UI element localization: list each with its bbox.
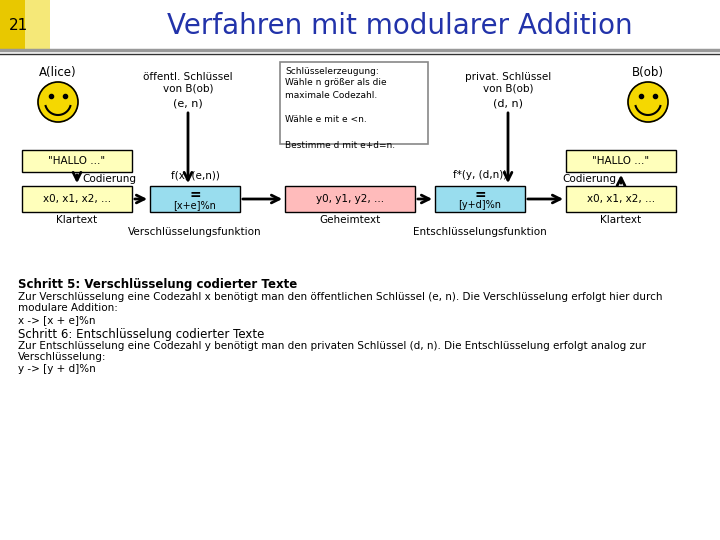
Text: Codierung: Codierung (82, 174, 136, 184)
Text: Codierung: Codierung (562, 174, 616, 184)
Text: y0, y1, y2, ...: y0, y1, y2, ... (316, 194, 384, 204)
Text: Geheimtext: Geheimtext (320, 215, 381, 225)
Text: y -> [y + d]%n: y -> [y + d]%n (18, 364, 96, 374)
FancyBboxPatch shape (150, 186, 240, 212)
Text: Schlüsselerzeugung:: Schlüsselerzeugung: (285, 67, 379, 76)
FancyBboxPatch shape (566, 150, 676, 172)
FancyBboxPatch shape (0, 0, 50, 50)
Text: Klartext: Klartext (56, 215, 98, 225)
Text: Wähle n größer als die
maximale Codezahl.

Wähle e mit e <n.

Bestimme d mit e+d: Wähle n größer als die maximale Codezahl… (285, 78, 395, 150)
FancyBboxPatch shape (435, 186, 525, 212)
Text: Entschlüsselungsfunktion: Entschlüsselungsfunktion (413, 227, 547, 237)
FancyBboxPatch shape (566, 186, 676, 212)
Text: "HALLO ...": "HALLO ..." (48, 156, 106, 166)
Text: privat. Schlüssel
von B(ob): privat. Schlüssel von B(ob) (465, 72, 551, 93)
Text: x -> [x + e]%n: x -> [x + e]%n (18, 315, 96, 325)
Text: Schritt 5: Verschlüsselung codierter Texte: Schritt 5: Verschlüsselung codierter Tex… (18, 278, 297, 291)
Text: Verschlüsselung:: Verschlüsselung: (18, 352, 107, 362)
FancyBboxPatch shape (22, 186, 132, 212)
FancyBboxPatch shape (280, 62, 428, 144)
Text: 21: 21 (9, 17, 27, 32)
Text: B(ob): B(ob) (632, 66, 664, 79)
Text: Verfahren mit modularer Addition: Verfahren mit modularer Addition (167, 12, 633, 40)
Text: Verschlüsselungsfunktion: Verschlüsselungsfunktion (128, 227, 262, 237)
FancyBboxPatch shape (22, 150, 132, 172)
Circle shape (628, 82, 668, 122)
Text: =: = (474, 188, 486, 202)
Text: Schritt 6: Entschlüsselung codierter Texte: Schritt 6: Entschlüsselung codierter Tex… (18, 328, 264, 341)
Text: x0, x1, x2, ...: x0, x1, x2, ... (587, 194, 655, 204)
Text: f(x, (e,n)): f(x, (e,n)) (171, 170, 220, 180)
Text: öffentl. Schlüssel
von B(ob): öffentl. Schlüssel von B(ob) (143, 72, 233, 93)
Text: "HALLO ...": "HALLO ..." (593, 156, 649, 166)
Text: x0, x1, x2, ...: x0, x1, x2, ... (43, 194, 111, 204)
Text: Zur Entschlüsselung eine Codezahl y benötigt man den privaten Schlüssel (d, n). : Zur Entschlüsselung eine Codezahl y benö… (18, 341, 646, 351)
Text: Zur Verschlüsselung eine Codezahl x benötigt man den öffentlichen Schlüssel (e, : Zur Verschlüsselung eine Codezahl x benö… (18, 292, 662, 302)
Text: modulare Addition:: modulare Addition: (18, 303, 118, 313)
Text: f*(y, (d,n)): f*(y, (d,n)) (453, 170, 507, 180)
Text: =: = (189, 188, 201, 202)
Text: (e, n): (e, n) (173, 98, 203, 108)
Text: (d, n): (d, n) (493, 98, 523, 108)
Text: [x+e]%n: [x+e]%n (174, 200, 217, 211)
Text: A(lice): A(lice) (39, 66, 77, 79)
Text: Klartext: Klartext (600, 215, 642, 225)
FancyBboxPatch shape (285, 186, 415, 212)
FancyBboxPatch shape (25, 0, 50, 50)
Text: [y+d]%n: [y+d]%n (459, 200, 502, 211)
Circle shape (38, 82, 78, 122)
